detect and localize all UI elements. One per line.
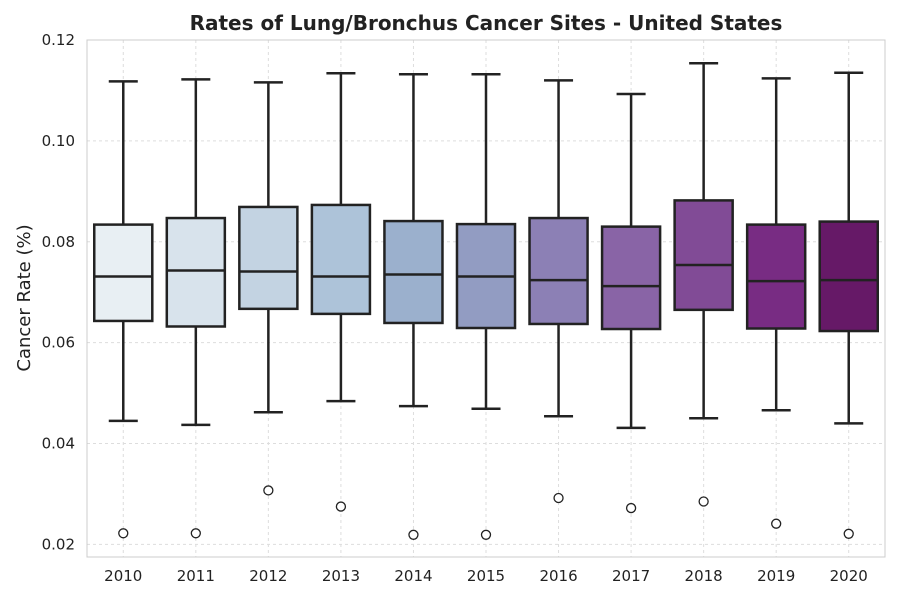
box-2020 [818,71,879,539]
x-tick-label: 2020 [830,567,868,585]
iqr-box [165,216,227,328]
outlier-point [190,528,201,539]
y-tick-label: 0.04 [42,435,75,453]
iqr-box [238,205,299,311]
box-2017 [600,92,662,514]
iqr-box [383,219,444,325]
x-tick-label: 2012 [249,567,287,585]
iqr-box [528,216,589,326]
outlier-point [408,529,419,540]
y-axis-label: Cancer Rate (%) [14,224,35,371]
x-tick-label: 2016 [539,567,577,585]
outlier-point [843,528,854,539]
outlier-point [698,496,709,507]
y-tick-label: 0.10 [42,132,75,150]
iqr-box [818,220,879,333]
x-tick-label: 2018 [685,567,723,585]
outlier-point [118,528,129,539]
y-axis-ticks: 0.02 0.04 0.06 0.08 0.10 0.12 [42,31,75,553]
box-2015 [455,73,517,540]
x-tick-label: 2013 [322,567,360,585]
box-2012 [238,81,299,496]
chart-title: Rates of Lung/Bronchus Cancer Sites - Un… [190,11,783,35]
x-tick-label: 2014 [394,567,432,585]
box-2014 [383,73,444,540]
y-tick-label: 0.02 [42,535,75,553]
x-tick-label: 2017 [612,567,650,585]
x-tick-label: 2015 [467,567,505,585]
iqr-box [310,203,372,316]
outlier-point [335,501,347,512]
box-series [93,61,879,540]
iqr-box [745,223,807,330]
box-2010 [93,80,154,539]
iqr-box [93,223,154,323]
box-2011 [165,78,227,539]
box-2019 [745,77,807,529]
y-tick-label: 0.08 [42,233,75,251]
plot-frame [86,39,886,558]
outlier-point [263,485,274,496]
x-tick-label: 2019 [757,567,795,585]
outlier-point [625,502,637,514]
y-tick-label: 0.12 [42,31,75,49]
y-tick-label: 0.06 [42,334,75,352]
outlier-point [771,518,782,529]
x-axis-ticks: 2010 2011 2012 2013 2014 2015 2016 2017 2018 2019… [104,567,868,585]
iqr-box [600,225,662,331]
box-2016 [528,79,589,504]
x-tick-label: 2011 [177,567,215,585]
outlier-point [553,492,564,504]
box-2013 [310,72,372,512]
iqr-box [673,199,734,312]
outlier-point [480,529,492,540]
box-2018 [673,61,734,507]
x-tick-label: 2010 [104,567,142,585]
